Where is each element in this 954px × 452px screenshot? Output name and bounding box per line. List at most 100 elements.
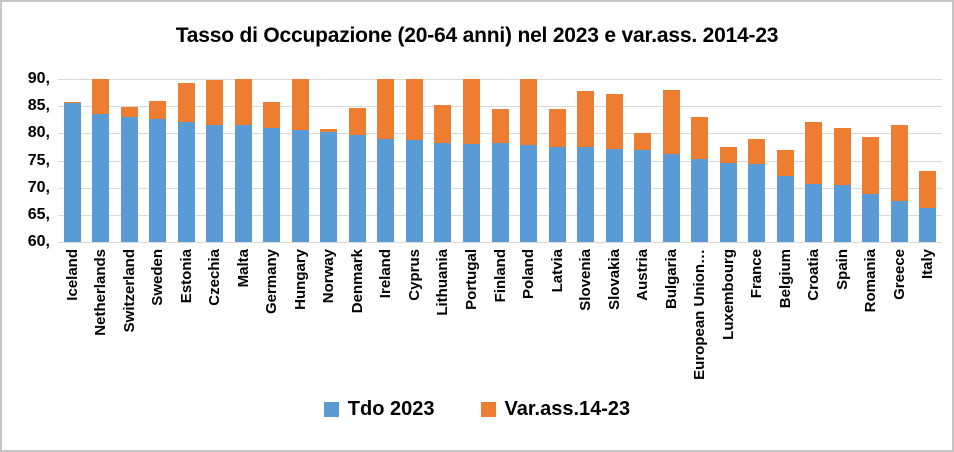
bar-segment-tdo-2023 bbox=[577, 147, 595, 242]
bar-segment-tdo-2023 bbox=[462, 143, 480, 242]
x-axis-label: Netherlands bbox=[92, 249, 110, 336]
bar-segment-tdo-2023 bbox=[377, 139, 395, 242]
bar-segment-var-ass bbox=[833, 127, 851, 185]
bar-segment-var-ass bbox=[234, 79, 252, 125]
bar-segment-var-ass bbox=[605, 93, 623, 149]
x-axis-label: Cyprus bbox=[405, 249, 423, 301]
x-axis-label: Malta bbox=[234, 249, 252, 288]
bar-segment-var-ass bbox=[520, 79, 538, 146]
bar-segment-tdo-2023 bbox=[234, 124, 252, 242]
bar-segment-var-ass bbox=[120, 106, 138, 118]
gridline bbox=[58, 242, 942, 243]
legend: Tdo 2023 Var.ass.14-23 bbox=[2, 398, 952, 421]
bar-segment-var-ass bbox=[662, 90, 680, 154]
bar-segment-var-ass bbox=[92, 79, 110, 115]
x-axis-label: Poland bbox=[520, 249, 538, 300]
x-axis-label: Slovenia bbox=[577, 249, 595, 311]
chart-title: Tasso di Occupazione (20-64 anni) nel 20… bbox=[175, 24, 779, 47]
legend-item-tdo-2023: Tdo 2023 bbox=[323, 398, 435, 421]
gridline bbox=[58, 106, 942, 108]
bar-segment-var-ass bbox=[890, 124, 908, 202]
bar-segment-var-ass bbox=[63, 101, 81, 104]
x-axis-label: France bbox=[748, 249, 766, 299]
x-axis-label: Italy bbox=[919, 249, 937, 280]
x-axis-label: Norway bbox=[320, 249, 338, 304]
bar-segment-var-ass bbox=[719, 146, 737, 163]
bar-segment-tdo-2023 bbox=[520, 145, 538, 242]
legend-item-var-ass: Var.ass.14-23 bbox=[480, 398, 631, 421]
bar-segment-var-ass bbox=[377, 79, 395, 140]
x-axis-label: Portugal bbox=[462, 249, 480, 310]
legend-swatch-var-ass bbox=[480, 402, 496, 417]
y-axis-tick-label: 65, bbox=[27, 205, 50, 223]
bar-segment-var-ass bbox=[634, 132, 652, 151]
bar-segment-tdo-2023 bbox=[862, 194, 880, 242]
bar-segment-tdo-2023 bbox=[177, 122, 195, 242]
bar-segment-var-ass bbox=[776, 150, 794, 176]
y-axis-tick-label: 85, bbox=[27, 97, 50, 115]
x-axis-label: Slovakia bbox=[605, 249, 623, 310]
x-axis-label: Lithuania bbox=[434, 249, 452, 316]
bar-segment-tdo-2023 bbox=[662, 153, 680, 242]
x-axis-label: Romania bbox=[862, 249, 880, 313]
y-axis-tick-label: 60, bbox=[27, 233, 50, 250]
bar-segment-var-ass bbox=[177, 82, 195, 123]
legend-label-tdo-2023: Tdo 2023 bbox=[347, 398, 435, 420]
x-axis-label: Denmark bbox=[348, 249, 366, 314]
x-axis-label: Finland bbox=[491, 249, 509, 303]
bar-segment-tdo-2023 bbox=[291, 129, 309, 242]
x-axis-label: Latvia bbox=[548, 249, 566, 293]
x-axis-label: Greece bbox=[890, 249, 908, 300]
x-axis-label: Estonia bbox=[177, 249, 195, 304]
bar-segment-tdo-2023 bbox=[605, 148, 623, 242]
bar-segment-var-ass bbox=[805, 121, 823, 184]
bar-segment-tdo-2023 bbox=[691, 159, 709, 242]
bar-segment-tdo-2023 bbox=[805, 183, 823, 242]
bar-segment-tdo-2023 bbox=[776, 175, 794, 242]
bar-segment-tdo-2023 bbox=[491, 143, 509, 242]
bar-segment-var-ass bbox=[206, 80, 224, 125]
bar-segment-tdo-2023 bbox=[634, 150, 652, 242]
bar-segment-var-ass bbox=[291, 79, 309, 130]
bar-segment-tdo-2023 bbox=[92, 114, 110, 242]
bar-segment-var-ass bbox=[263, 102, 281, 128]
y-axis-tick-label: 80, bbox=[27, 124, 50, 142]
bar-segment-tdo-2023 bbox=[348, 134, 366, 242]
bar-segment-var-ass bbox=[577, 91, 595, 148]
bar-segment-var-ass bbox=[405, 79, 423, 140]
bar-segment-var-ass bbox=[348, 107, 366, 135]
bar-segment-tdo-2023 bbox=[206, 124, 224, 242]
bar-segment-var-ass bbox=[320, 128, 338, 132]
y-axis-tick-label: 75, bbox=[27, 151, 50, 169]
legend-label-var-ass: Var.ass.14-23 bbox=[504, 398, 631, 420]
bar-segment-var-ass bbox=[548, 108, 566, 147]
bar-segment-tdo-2023 bbox=[919, 207, 937, 242]
bar-segment-tdo-2023 bbox=[120, 117, 138, 242]
bar-segment-var-ass bbox=[919, 170, 937, 208]
gridline bbox=[58, 79, 942, 80]
bar-segment-tdo-2023 bbox=[320, 131, 338, 242]
x-axis-label: Czechia bbox=[206, 249, 224, 306]
x-axis-label: Croatia bbox=[805, 249, 823, 301]
bar-segment-tdo-2023 bbox=[719, 162, 737, 242]
legend-swatch-tdo-2023 bbox=[323, 402, 339, 417]
bar-segment-tdo-2023 bbox=[434, 143, 452, 242]
bar-segment-tdo-2023 bbox=[548, 146, 566, 242]
bar-segment-tdo-2023 bbox=[63, 103, 81, 242]
bar-segment-tdo-2023 bbox=[890, 201, 908, 242]
x-axis-label: European Union… bbox=[691, 249, 709, 380]
x-axis-label: Sweden bbox=[149, 249, 167, 306]
x-axis-label: Iceland bbox=[63, 249, 81, 301]
bar-segment-tdo-2023 bbox=[149, 119, 167, 242]
y-axis-tick-label: 70, bbox=[27, 178, 50, 196]
bar-segment-var-ass bbox=[862, 136, 880, 195]
x-axis-label: Ireland bbox=[377, 249, 395, 299]
x-axis-label: Austria bbox=[634, 249, 652, 301]
bar-segment-var-ass bbox=[691, 117, 709, 160]
bar-segment-tdo-2023 bbox=[833, 184, 851, 242]
x-axis-label: Hungary bbox=[291, 249, 309, 310]
x-axis-label: Luxembourg bbox=[719, 249, 737, 340]
x-axis-label: Belgium bbox=[776, 249, 794, 309]
bar-segment-var-ass bbox=[491, 109, 509, 144]
x-axis-label: Spain bbox=[833, 249, 851, 290]
